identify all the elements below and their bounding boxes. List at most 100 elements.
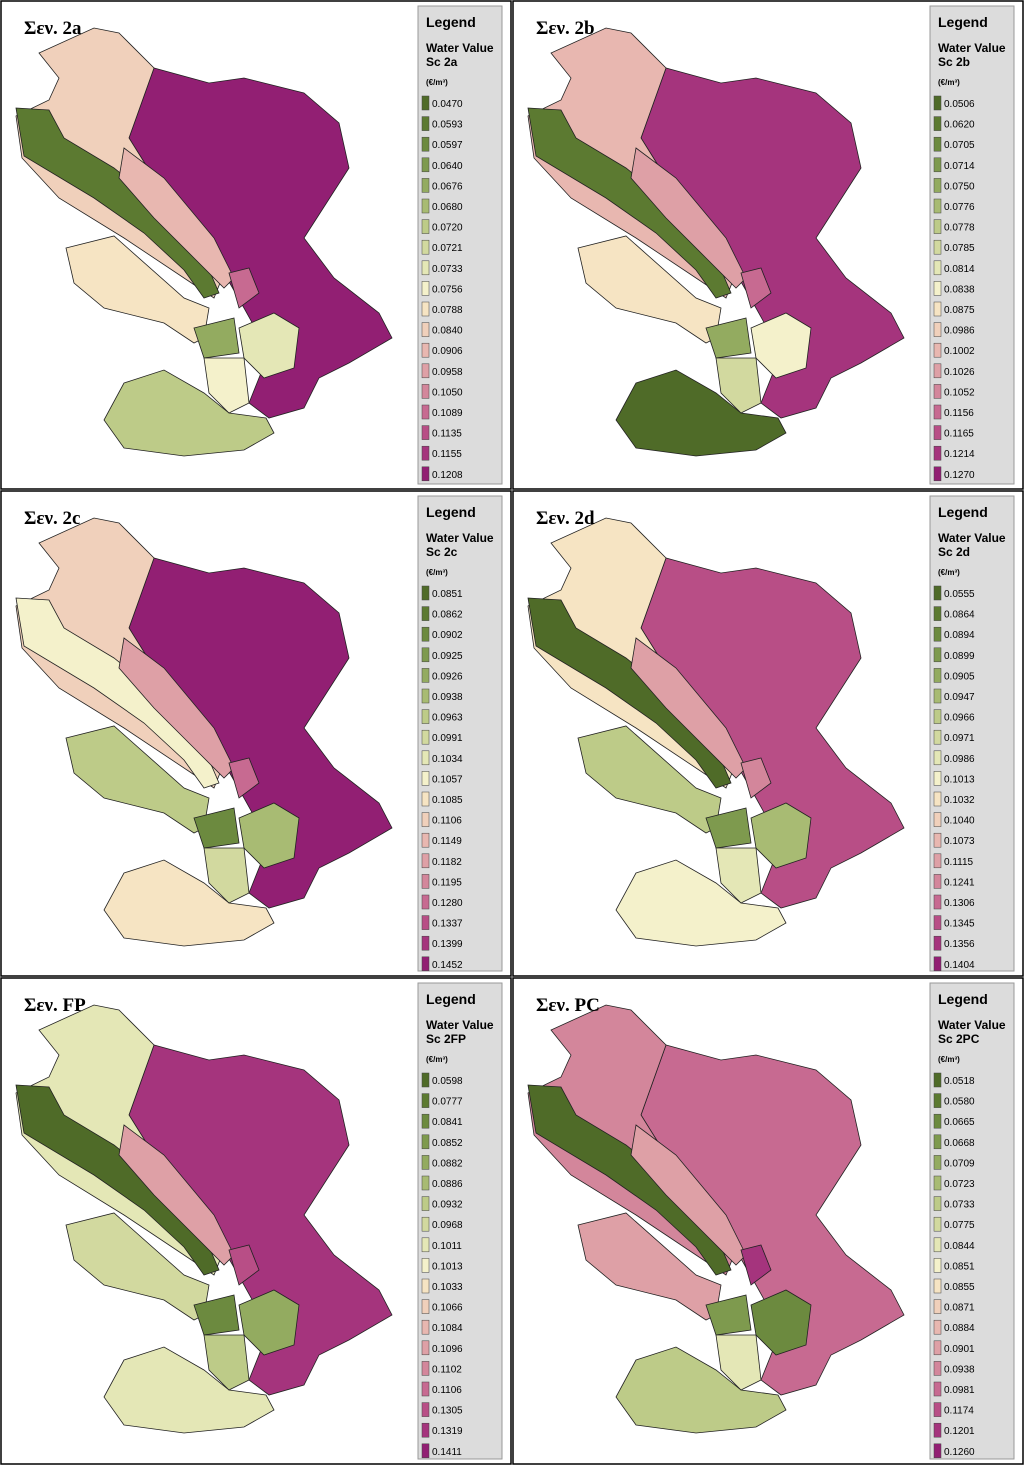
- legend-value: 0.0580: [944, 1097, 975, 1108]
- map-region: [615, 369, 787, 457]
- legend-swatch: [933, 178, 942, 193]
- legend-swatch: [933, 1196, 942, 1211]
- legend-value: 0.0814: [944, 264, 975, 275]
- legend-swatch: [933, 136, 942, 152]
- legend-value: 0.1319: [432, 1426, 463, 1437]
- legend-heading: Legend: [426, 14, 476, 30]
- legend-value: 0.1033: [432, 1282, 463, 1293]
- legend-value: 0.0778: [944, 223, 975, 234]
- map-region: [630, 147, 747, 289]
- legend-heading: Legend: [938, 991, 988, 1007]
- legend-subtitle: Sc 2PC: [938, 1032, 980, 1046]
- legend-swatch: [421, 136, 430, 152]
- legend-heading: Legend: [426, 504, 476, 520]
- legend-swatch: [933, 832, 942, 848]
- legend-swatch: [421, 1340, 430, 1356]
- legend-swatch: [933, 281, 942, 296]
- legend-value: 0.1174: [944, 1406, 974, 1417]
- legend-box: [417, 5, 503, 485]
- legend-swatch: [421, 791, 430, 807]
- legend-value: 0.0676: [432, 181, 463, 192]
- legend-title: Water Value: [938, 41, 1006, 55]
- legend-swatch: [933, 198, 942, 214]
- map-region: [715, 847, 762, 904]
- legend-swatch: [421, 956, 430, 972]
- legend-swatch: [933, 342, 942, 358]
- legend-swatch: [421, 832, 430, 848]
- legend-unit: (€/m³): [938, 1055, 960, 1064]
- legend-value: 0.1032: [944, 795, 975, 806]
- legend-value: 0.1106: [432, 816, 462, 827]
- legend-value: 0.1034: [432, 754, 463, 765]
- legend-swatch: [421, 95, 430, 111]
- panel-title: Σεν. PC: [536, 995, 600, 1016]
- legend-value: 0.0640: [432, 161, 463, 172]
- legend-swatch: [421, 853, 430, 869]
- legend-swatch: [421, 1196, 430, 1211]
- legend-value: 0.0851: [944, 1261, 975, 1272]
- legend-value: 0.0775: [944, 1220, 975, 1231]
- legend-value: 0.0756: [432, 284, 463, 295]
- legend-swatch: [421, 445, 430, 461]
- legend-swatch: [421, 1216, 430, 1232]
- legend-swatch: [933, 1155, 942, 1170]
- map-region: [740, 267, 772, 309]
- legend-value: 0.0597: [432, 140, 463, 151]
- legend-swatch: [421, 1299, 430, 1314]
- map-region: [15, 1084, 220, 1276]
- legend-swatch: [421, 750, 430, 766]
- map-region: [118, 1124, 235, 1266]
- legend-swatch: [421, 281, 430, 296]
- legend-swatch: [933, 363, 942, 379]
- legend-value: 0.0665: [944, 1117, 975, 1128]
- legend-swatch: [933, 95, 942, 111]
- legend-swatch: [421, 1258, 430, 1273]
- legend-value: 0.0938: [944, 1364, 975, 1375]
- map-region: [15, 107, 220, 299]
- legend-value: 0.1452: [432, 960, 463, 971]
- legend-value: 0.1149: [432, 836, 462, 847]
- legend-box: [929, 495, 1015, 972]
- legend-subtitle: Sc 2d: [938, 545, 970, 559]
- legend-value: 0.1260: [944, 1447, 975, 1458]
- legend-value: 0.0680: [432, 202, 463, 213]
- legend-box: [929, 982, 1015, 1460]
- legend-value: 0.0905: [944, 671, 975, 682]
- legend-value: 0.1345: [944, 919, 975, 930]
- legend-swatch: [933, 466, 942, 482]
- legend-value: 0.1096: [432, 1344, 463, 1355]
- legend-swatch: [933, 915, 942, 930]
- legend-swatch: [421, 157, 430, 173]
- legend-swatch: [421, 647, 430, 663]
- legend-swatch: [421, 1402, 430, 1417]
- legend-swatch: [933, 688, 942, 704]
- legend-swatch: [933, 1443, 942, 1459]
- legend-swatch: [421, 404, 430, 420]
- legend-swatch: [933, 606, 942, 621]
- legend-value: 0.0776: [944, 202, 975, 213]
- legend-swatch: [421, 1361, 430, 1376]
- legend-swatch: [421, 771, 430, 786]
- legend-value: 0.1241: [944, 877, 975, 888]
- legend-value: 0.1057: [432, 774, 463, 785]
- legend-unit: (€/m³): [426, 1055, 448, 1064]
- legend-value: 0.0518: [944, 1076, 975, 1087]
- legend-value: 0.1270: [944, 470, 975, 481]
- legend-swatch: [933, 935, 942, 951]
- legend-swatch: [933, 750, 942, 766]
- legend-value: 0.1073: [944, 836, 975, 847]
- legend-value: 0.0620: [944, 120, 975, 131]
- legend-swatch: [421, 874, 430, 889]
- legend-swatch: [421, 915, 430, 930]
- legend-value: 0.0506: [944, 99, 975, 110]
- legend-swatch: [421, 1093, 430, 1108]
- map-region: [630, 637, 747, 779]
- map-region: [103, 859, 275, 947]
- legend-swatch: [421, 342, 430, 358]
- map-region: [527, 1084, 732, 1276]
- legend-value: 0.1089: [432, 408, 463, 419]
- legend-value: 0.0733: [944, 1200, 975, 1211]
- legend-heading: Legend: [426, 991, 476, 1007]
